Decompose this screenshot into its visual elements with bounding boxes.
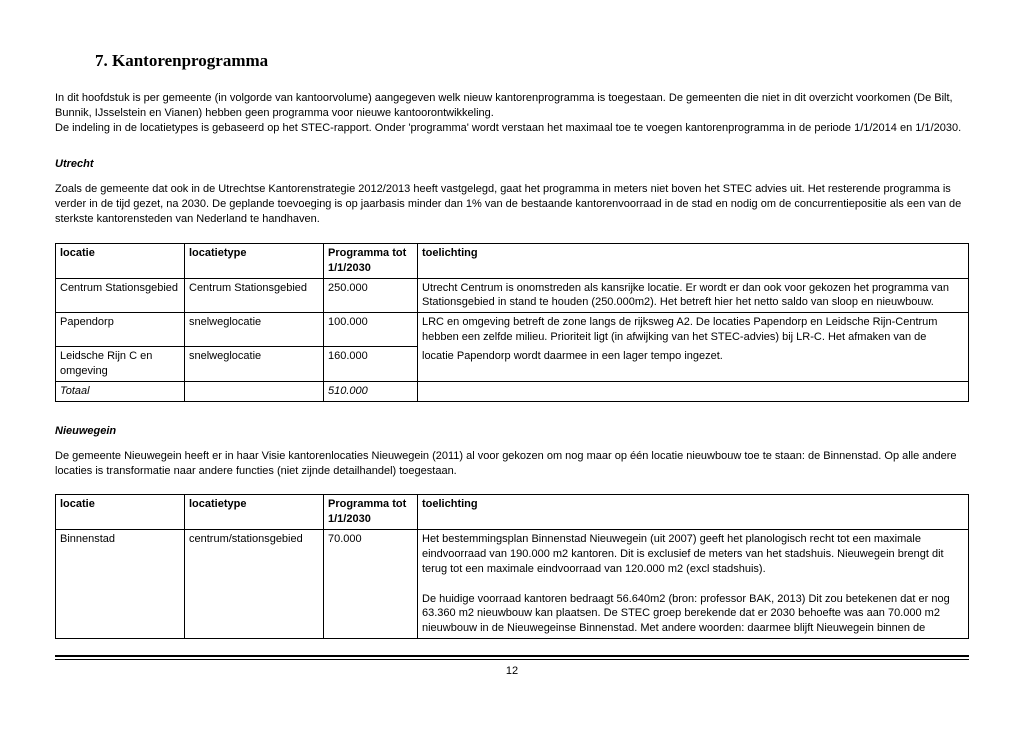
cell-locatie: Leidsche Rijn C en omgeving [56, 347, 185, 382]
table-row: Leidsche Rijn C en omgeving snelweglocat… [56, 347, 969, 382]
col-locatietype: locatietype [185, 243, 324, 278]
table-row: Papendorp snelweglocatie 100.000 LRC en … [56, 313, 969, 347]
col-locatie: locatie [56, 243, 185, 278]
col-toelichting: toelichting [418, 495, 969, 530]
table-row: Binnenstad centrum/stationsgebied 70.000… [56, 530, 969, 639]
page-number: 12 [55, 664, 969, 679]
nieuwegein-heading: Nieuwegein [55, 424, 969, 439]
cell-empty [185, 382, 324, 402]
table-header-row: locatie locatietype Programma tot 1/1/20… [56, 243, 969, 278]
table-row: Centrum Stationsgebied Centrum Stationsg… [56, 278, 969, 313]
intro-paragraph: In dit hoofdstuk is per gemeente (in vol… [55, 91, 969, 136]
nieuwegein-paragraph: De gemeente Nieuwegein heeft er in haar … [55, 449, 969, 479]
col-programma: Programma tot 1/1/2030 [324, 495, 418, 530]
cell-prog: 100.000 [324, 313, 418, 347]
cell-locatie: Centrum Stationsgebied [56, 278, 185, 313]
col-locatietype: locatietype [185, 495, 324, 530]
utrecht-heading: Utrecht [55, 157, 969, 172]
cell-prog: 70.000 [324, 530, 418, 639]
col-programma: Programma tot 1/1/2030 [324, 243, 418, 278]
cell-locatie: Binnenstad [56, 530, 185, 639]
cell-empty [418, 382, 969, 402]
utrecht-paragraph: Zoals de gemeente dat ook in de Utrechts… [55, 182, 969, 227]
cell-type: centrum/stationsgebied [185, 530, 324, 639]
cell-type: snelweglocatie [185, 313, 324, 347]
table-header-row: locatie locatietype Programma tot 1/1/20… [56, 495, 969, 530]
cell-toelicht: locatie Papendorp wordt daarmee in een l… [418, 347, 969, 382]
cell-prog: 160.000 [324, 347, 418, 382]
cell-locatie: Papendorp [56, 313, 185, 347]
cell-toelicht: LRC en omgeving betreft de zone langs de… [418, 313, 969, 347]
cell-prog: 250.000 [324, 278, 418, 313]
cell-total-label: Totaal [56, 382, 185, 402]
col-locatie: locatie [56, 495, 185, 530]
cell-toelicht: Het bestemmingsplan Binnenstad Nieuwegei… [418, 530, 969, 639]
cell-toelicht: Utrecht Centrum is onomstreden als kansr… [418, 278, 969, 313]
utrecht-table: locatie locatietype Programma tot 1/1/20… [55, 243, 969, 402]
cell-type: Centrum Stationsgebied [185, 278, 324, 313]
section-heading: 7. Kantorenprogramma [95, 50, 969, 73]
nieuwegein-table: locatie locatietype Programma tot 1/1/20… [55, 494, 969, 639]
cell-type: snelweglocatie [185, 347, 324, 382]
cell-total-value: 510.000 [324, 382, 418, 402]
footer-rule [55, 655, 969, 660]
col-toelichting: toelichting [418, 243, 969, 278]
table-total-row: Totaal 510.000 [56, 382, 969, 402]
